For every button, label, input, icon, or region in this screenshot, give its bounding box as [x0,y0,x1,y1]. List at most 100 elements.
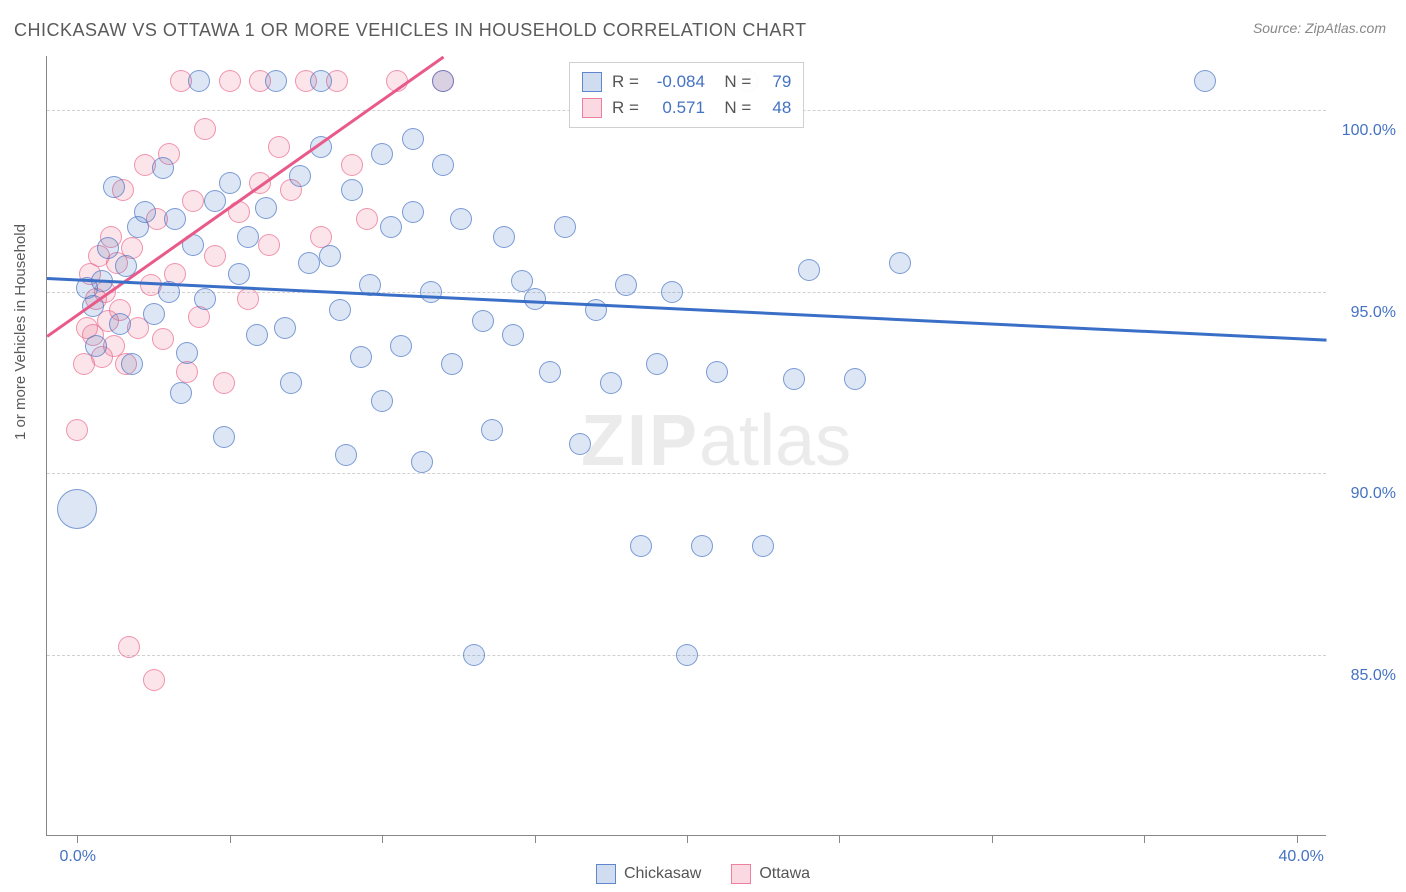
scatter-point-ottawa [182,190,204,212]
scatter-point-chickasaw [134,201,156,223]
scatter-point-chickasaw [103,176,125,198]
scatter-point-chickasaw [450,208,472,230]
scatter-point-chickasaw [524,288,546,310]
scatter-point-chickasaw [390,335,412,357]
x-tick [1297,835,1298,843]
scatter-point-chickasaw [335,444,357,466]
scatter-point-chickasaw [661,281,683,303]
scatter-point-chickasaw [280,372,302,394]
scatter-point-chickasaw [152,157,174,179]
y-tick-label: 90.0% [1351,485,1396,503]
stats-row-chickasaw: R =-0.084 N =79 [582,69,791,95]
chart-title: CHICKASAW VS OTTAWA 1 OR MORE VEHICLES I… [14,20,807,41]
y-axis-label: 1 or more Vehicles in Household [12,224,29,440]
scatter-point-ottawa [237,288,259,310]
scatter-point-chickasaw [371,143,393,165]
scatter-point-chickasaw [706,361,728,383]
scatter-point-chickasaw [569,433,591,455]
scatter-point-chickasaw [265,70,287,92]
scatter-point-chickasaw [341,179,363,201]
scatter-point-chickasaw [329,299,351,321]
scatter-point-ottawa [213,372,235,394]
scatter-point-ottawa [143,669,165,691]
scatter-point-chickasaw [188,70,210,92]
scatter-point-ottawa [268,136,290,158]
legend-item-ottawa: Ottawa [731,864,810,884]
scatter-point-chickasaw [319,245,341,267]
stats-n-label: N = [715,95,751,121]
scatter-point-chickasaw [646,353,668,375]
scatter-point-chickasaw [600,372,622,394]
scatter-point-chickasaw [844,368,866,390]
scatter-point-chickasaw [310,70,332,92]
scatter-point-chickasaw [371,390,393,412]
legend-item-chickasaw: Chickasaw [596,864,701,884]
scatter-point-chickasaw [798,259,820,281]
scatter-point-chickasaw [432,70,454,92]
scatter-point-chickasaw [554,216,576,238]
stats-n-value: 48 [761,95,791,121]
scatter-point-chickasaw [502,324,524,346]
scatter-point-ottawa [219,70,241,92]
watermark: ZIPatlas [581,400,851,482]
scatter-point-chickasaw [237,226,259,248]
scatter-point-ottawa [194,118,216,140]
x-tick [1144,835,1145,843]
source-attribution: Source: ZipAtlas.com [1253,20,1386,36]
scatter-point-chickasaw [539,361,561,383]
x-tick [687,835,688,843]
legend-swatch-ottawa [731,864,751,884]
bottom-legend: Chickasaw Ottawa [0,864,1406,884]
legend-label-chickasaw: Chickasaw [624,865,701,883]
legend-swatch-chickasaw [596,864,616,884]
x-tick [535,835,536,843]
scatter-point-chickasaw [493,226,515,248]
scatter-point-chickasaw [420,281,442,303]
scatter-point-chickasaw [176,342,198,364]
scatter-point-chickasaw [783,368,805,390]
scatter-point-ottawa [341,154,363,176]
scatter-point-chickasaw [109,313,131,335]
scatter-point-chickasaw [402,201,424,223]
scatter-point-chickasaw [246,324,268,346]
scatter-point-chickasaw [630,535,652,557]
scatter-point-chickasaw [274,317,296,339]
stats-r-label: R = [612,95,639,121]
x-tick [77,835,78,843]
x-tick [839,835,840,843]
scatter-point-ottawa [356,208,378,230]
stats-swatch [582,72,602,92]
scatter-point-chickasaw [143,303,165,325]
scatter-point-chickasaw [411,451,433,473]
scatter-point-chickasaw [481,419,503,441]
y-tick-label: 85.0% [1351,667,1396,685]
scatter-point-chickasaw [472,310,494,332]
scatter-point-chickasaw [289,165,311,187]
stats-n-value: 79 [761,69,791,95]
stats-swatch [582,98,602,118]
scatter-point-chickasaw [213,426,235,448]
scatter-point-chickasaw [432,154,454,176]
scatter-point-chickasaw [121,353,143,375]
scatter-point-chickasaw [752,535,774,557]
scatter-point-chickasaw [255,197,277,219]
scatter-point-chickasaw [170,382,192,404]
scatter-point-chickasaw [1194,70,1216,92]
scatter-point-chickasaw [691,535,713,557]
x-tick [230,835,231,843]
plot-area: 85.0%90.0%95.0%100.0%0.0%40.0%ZIPatlasR … [46,56,1326,836]
scatter-point-chickasaw [204,190,226,212]
scatter-point-ottawa [152,328,174,350]
scatter-point-chickasaw [463,644,485,666]
scatter-point-chickasaw [380,216,402,238]
scatter-point-chickasaw [219,172,241,194]
scatter-point-ottawa [118,636,140,658]
stats-r-value: 0.571 [649,95,705,121]
trendline-chickasaw [47,277,1327,341]
stats-r-value: -0.084 [649,69,705,95]
scatter-point-chickasaw [194,288,216,310]
scatter-point-ottawa [204,245,226,267]
stats-box: R =-0.084 N =79R = 0.571 N = 48 [569,62,804,128]
scatter-point-chickasaw [85,335,107,357]
scatter-point-chickasaw [441,353,463,375]
